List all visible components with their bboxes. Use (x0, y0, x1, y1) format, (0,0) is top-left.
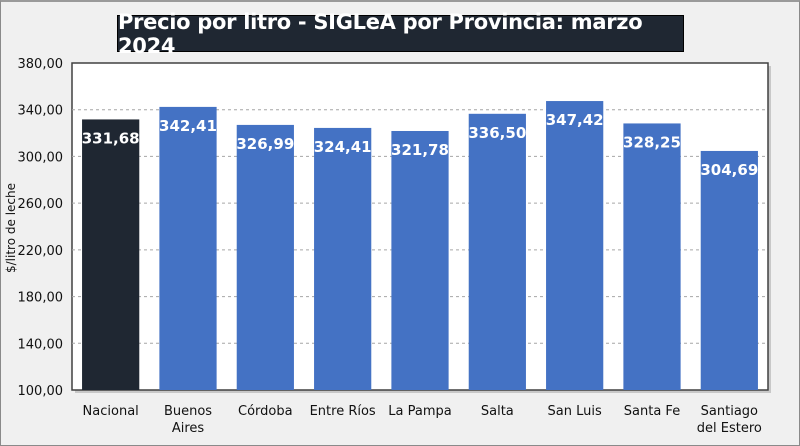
y-tick-label: 220,00 (18, 244, 64, 259)
y-tick-label: 380,00 (18, 57, 64, 72)
bars (82, 101, 758, 391)
x-category-label: Santa Fe (624, 404, 680, 419)
bar (623, 123, 681, 390)
x-category-label: San Luis (548, 404, 602, 419)
data-label: 324,41 (314, 138, 372, 156)
y-tick-label: 100,00 (18, 384, 64, 399)
bar (700, 150, 758, 390)
bar (82, 119, 140, 391)
data-label: 331,68 (82, 129, 140, 147)
x-axis-categories: Nacional Buenos Aires Córdoba Entre Ríos La P… (83, 404, 762, 436)
y-tick-label: 340,00 (18, 104, 64, 119)
x-category-label: Santiago (701, 404, 758, 419)
data-label: 342,41 (159, 117, 217, 135)
x-category-label: Nacional (83, 404, 139, 419)
x-category-label: Aires (172, 421, 205, 436)
bar (391, 130, 449, 390)
y-axis-ticks: 100,00 140,00 180,00 220,00 260,00 300,00 340,… (18, 57, 64, 399)
x-category-label: del Estero (697, 421, 762, 436)
x-category-label: Salta (481, 404, 514, 419)
data-label: 336,50 (468, 124, 526, 142)
y-tick-label: 180,00 (18, 291, 64, 306)
data-label: 321,78 (391, 141, 449, 159)
bar (159, 106, 217, 390)
y-tick-label: 140,00 (18, 337, 64, 352)
x-category-label: Buenos (164, 404, 212, 419)
data-label: 328,25 (623, 133, 681, 151)
y-tick-label: 300,00 (18, 150, 64, 165)
data-label: 347,42 (546, 111, 604, 129)
data-label: 304,69 (700, 161, 758, 179)
x-category-label: La Pampa (388, 404, 451, 419)
bar (314, 127, 372, 391)
bar (468, 113, 526, 390)
y-tick-label: 260,00 (18, 197, 64, 212)
data-labels: 331,68 342,41 326,99 324,41 321,78 336,50 347,… (82, 111, 759, 179)
data-label: 326,99 (236, 135, 294, 153)
x-category-label: Entre Ríos (310, 404, 376, 419)
y-axis-label: $/litro de leche (4, 183, 18, 273)
x-category-label: Córdoba (238, 404, 293, 419)
bar (546, 101, 604, 391)
bar (236, 124, 294, 390)
